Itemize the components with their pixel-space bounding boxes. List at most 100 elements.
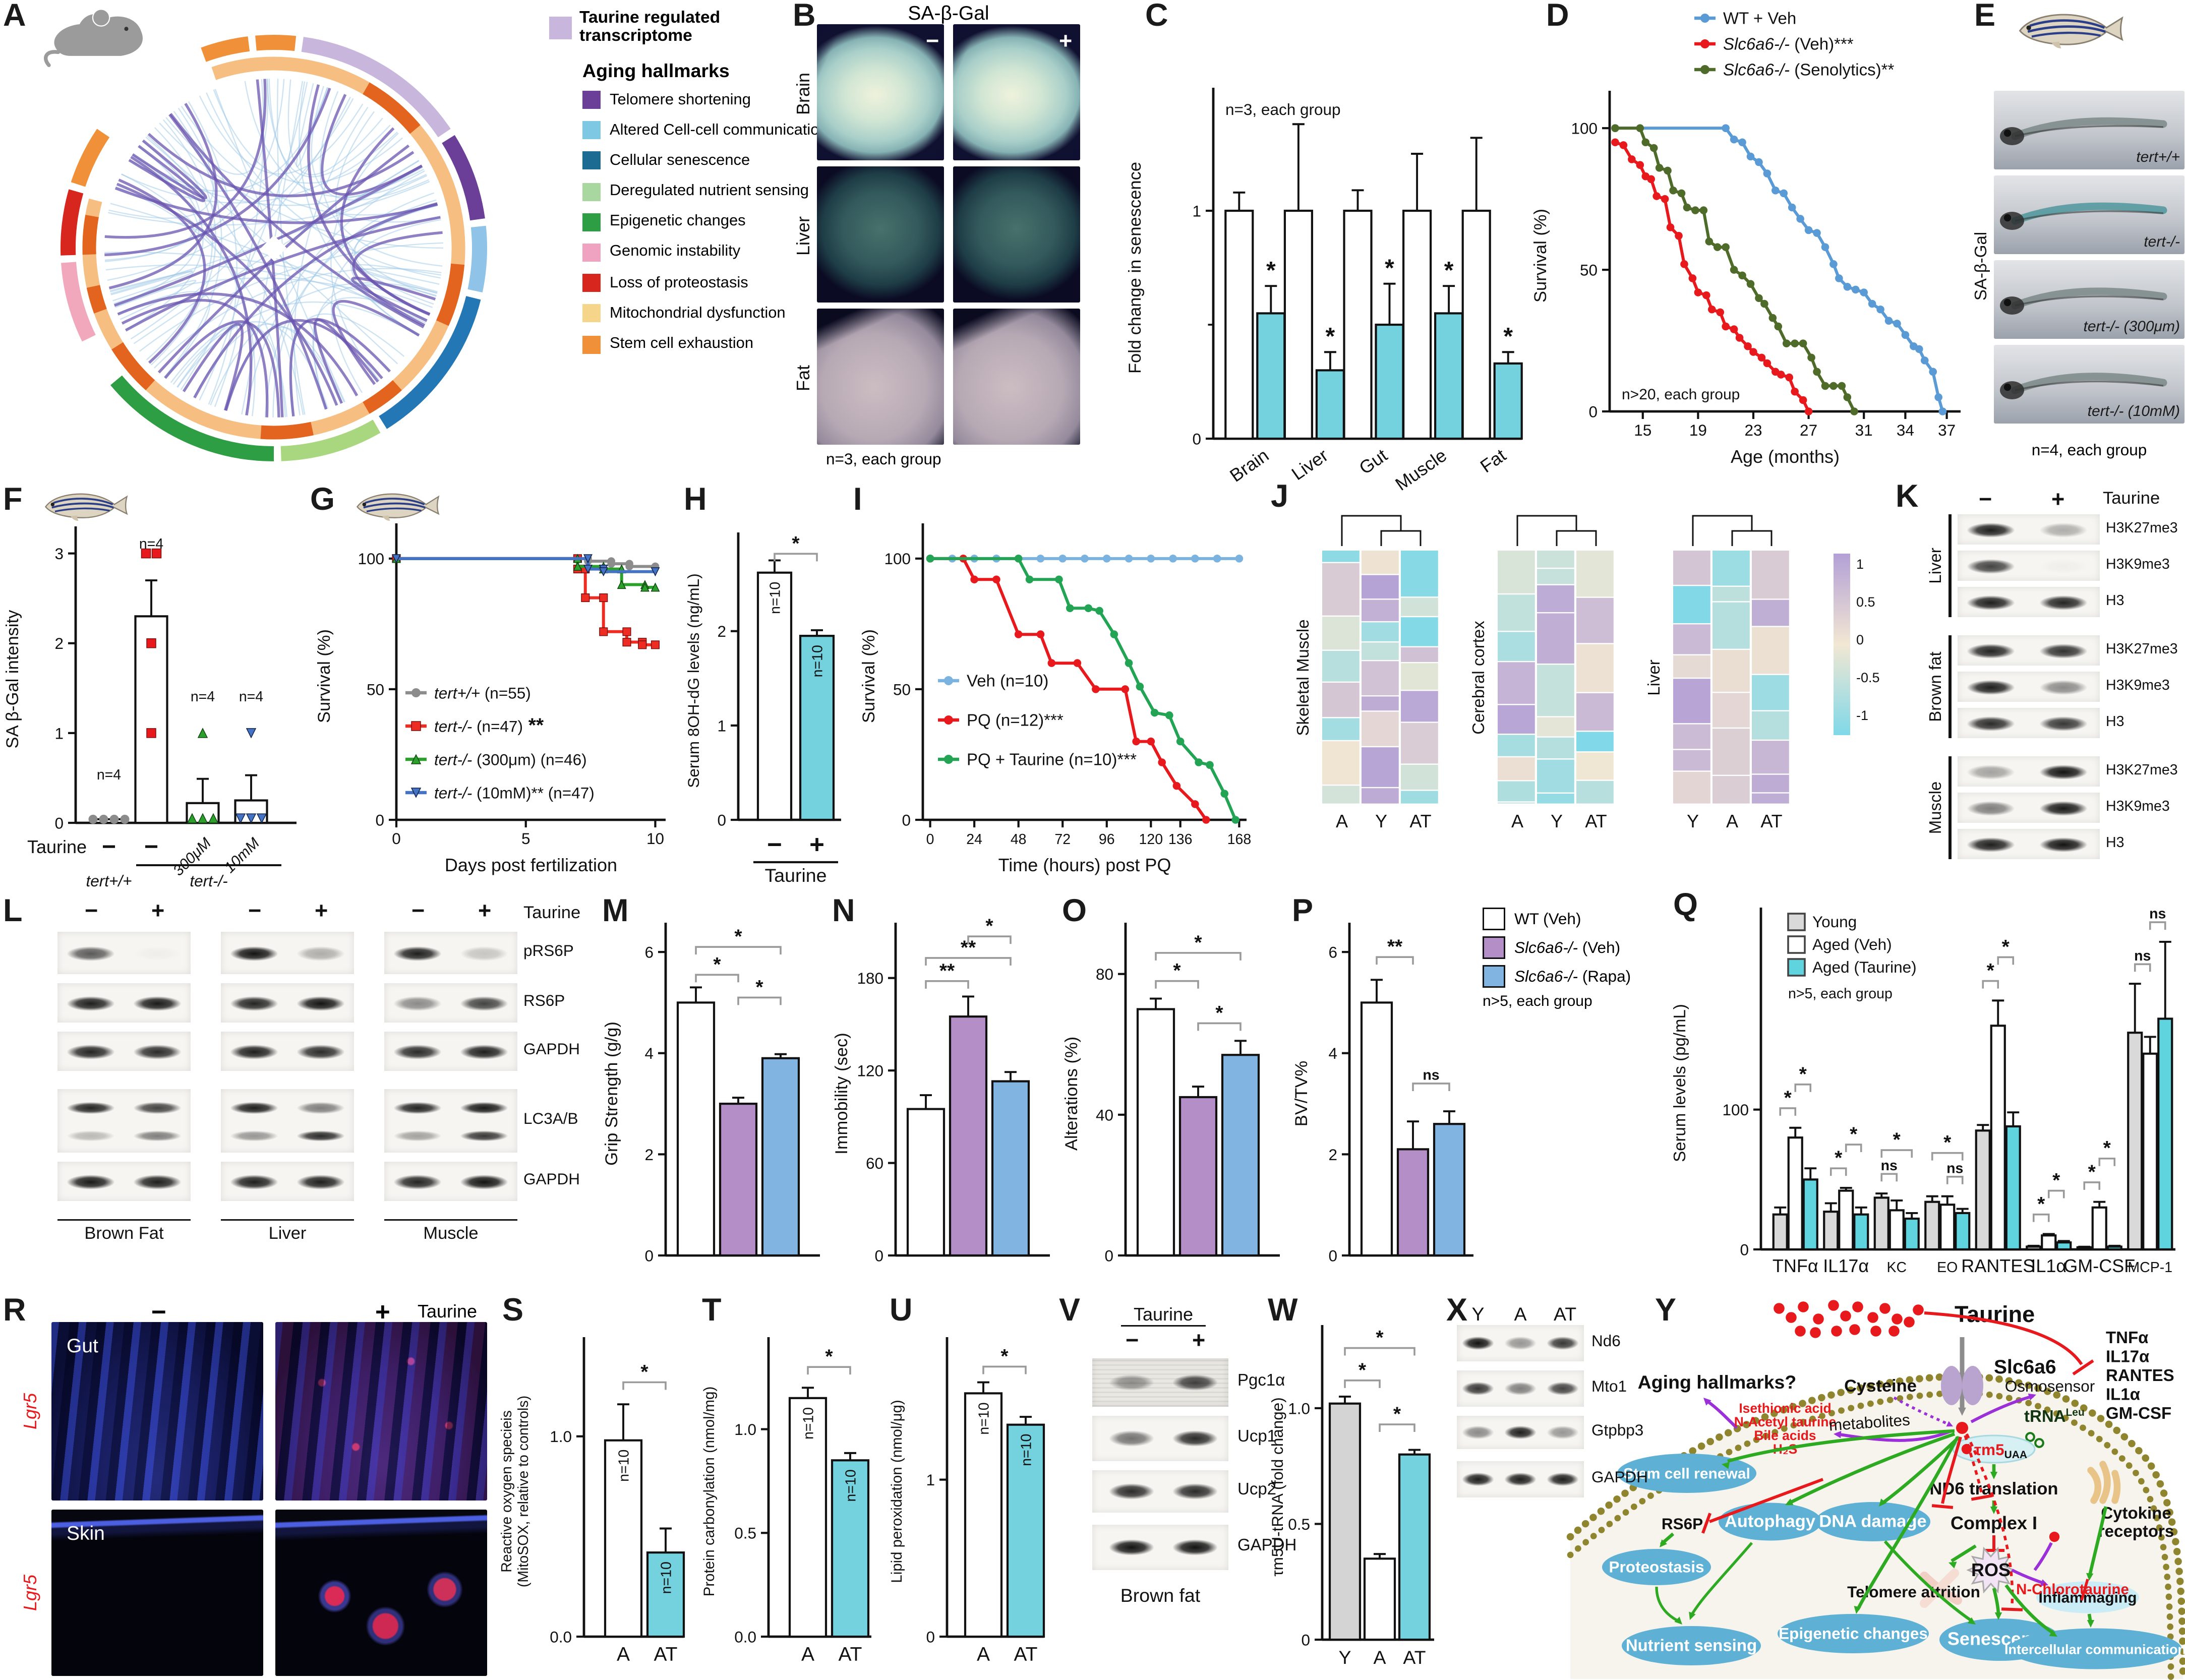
blot-l-row1 [57,983,191,1023]
hallmark-swatch [582,91,601,109]
protein-band [1502,1425,1539,1440]
plus-sign: + [375,1298,390,1327]
hallmark-item: Telomere shortening [582,91,821,109]
larva-drawing [2000,373,2167,399]
hallmark-label: Cellular senescence [610,152,750,169]
svg-text:tert+/+ (n=55): tert+/+ (n=55) [434,684,531,702]
panel-a-legend: Taurine regulated transcriptome Aging ha… [549,9,828,366]
svg-text:0: 0 [644,1246,654,1265]
svg-text:tert-/- (10mM)** (n=47): tert-/- (10mM)** (n=47) [434,784,595,802]
svg-text:GM-CSF: GM-CSF [2063,1255,2135,1276]
panel-n-label: N [832,894,855,929]
legend-label: WT (Veh) [1514,910,1581,928]
protein-band [1545,1425,1581,1440]
svg-text:*: * [825,1346,833,1368]
svg-text:tert-/- (n=47) **: tert-/- (n=47) ** [434,714,544,736]
panel-b-title: SA-β-Gal [908,2,989,24]
svg-text:Aging hallmarks?: Aging hallmarks? [1638,1371,1797,1393]
svg-text:72: 72 [1054,831,1071,848]
protein-band [457,1101,511,1115]
svg-text:Serum 8OH-dG levels (ng/mL): Serum 8OH-dG levels (ng/mL) [684,573,702,788]
lgr5-label: Lgr5 [20,1574,41,1611]
lane-label: AT [1554,1304,1577,1325]
svg-text:n=10: n=10 [767,582,784,614]
protein-band [227,1130,281,1143]
panel-k-label: K [1896,479,1919,514]
svg-text:80: 80 [1096,965,1113,983]
blot-Muscle-H3K27me3 [1958,756,2100,787]
taurine-header: Taurine [2103,490,2160,508]
blot-l-row2 [384,1032,517,1071]
svg-text:0: 0 [1301,1631,1310,1649]
protein-band [1502,1381,1539,1396]
protein-band [2036,521,2091,538]
svg-text:tert-/- (300μm) (n=46): tert-/- (300μm) (n=46) [434,750,587,768]
blot-row-label: H3K27me3 [2106,762,2178,779]
svg-text:Survival (%): Survival (%) [315,629,334,723]
blot-Liver-H3K27me3 [1958,514,2100,545]
svg-text:0: 0 [54,814,64,832]
sabgal-intensity-chart: 0 1 2 3 SA β-Gal intensity n=4 n=4 n=4 n=4 Taurin… [3,526,297,890]
svg-text:27: 27 [1800,421,1817,439]
protein-band [2036,835,2091,853]
svg-text:PQ (n=12)***: PQ (n=12)*** [967,710,1064,729]
blot-row-label: H3K9me3 [2106,678,2170,694]
blot-l-row2 [221,1032,354,1071]
panel-b-row-brain: Brain [793,72,814,115]
svg-text:n=10: n=10 [1019,1434,1035,1466]
protein-band [64,1043,118,1060]
panel-l-label: L [3,894,23,929]
taurine-header: Taurine [418,1301,478,1322]
svg-text:Alterations (%): Alterations (%) [1062,1037,1081,1151]
svg-text:168: 168 [1227,831,1252,848]
svg-text:*: * [734,926,742,948]
svg-text:*: * [1784,1087,1792,1109]
plus-sign: + [478,898,492,924]
svg-text:WT + Veh: WT + Veh [1723,9,1796,27]
protein-band [1460,1336,1496,1351]
svg-text:3: 3 [54,545,64,563]
protein-band [2036,642,2091,659]
svg-text:Cerebral cortex: Cerebral cortex [1469,621,1488,735]
svg-text:Fold change in senescence: Fold change in senescence [1126,162,1145,374]
protein-band [1106,1429,1157,1448]
protein-band [457,1043,511,1060]
hallmark-item: Mitochondrial dysfunction [582,304,821,323]
hallmark-label: Epigenetic changes [610,213,746,230]
taurine-header: Taurine [523,905,581,923]
svg-text:n=4: n=4 [239,689,263,705]
circos-plot [61,35,487,461]
svg-text:*: * [2103,1137,2111,1159]
svg-text:tert+/+: tert+/+ [86,872,132,890]
svg-text:*: * [1000,1346,1009,1367]
protein-band [130,994,185,1011]
svg-text:n>5, each group: n>5, each group [1788,986,1893,1002]
svg-text:0: 0 [926,831,934,848]
svg-text:Nutrient sensing: Nutrient sensing [1626,1636,1757,1655]
protein-band [390,1101,445,1115]
blot-row-label: H3 [2106,593,2124,610]
larva-image-tert-ko-10mm: tert-/- (10mM) [1994,345,2184,424]
svg-text:1.0: 1.0 [1288,1399,1310,1417]
svg-text:AT: AT [1585,811,1607,831]
blot-row-label: pRS6P [523,942,574,961]
hallmark-item: Altered Cell-cell communication [582,121,828,140]
legend-swatch [1483,908,1505,930]
ros-chart: 0.0 1.0 Reactive oxygen specieis (MitoSOX, … [499,1337,685,1665]
blot-l-row4 [384,1162,517,1201]
svg-text:1: 1 [926,1471,935,1489]
aging-hallmarks-list: Telomere shortening Altered Cell-cell com… [549,91,828,353]
gut-image-minus [51,1322,263,1501]
blot-v-Pgc1α [1092,1358,1228,1407]
protein-band [130,1130,185,1143]
plus-sign: + [1192,1328,1206,1354]
blot-row-label: H3K27me3 [2106,520,2178,537]
svg-text:*: * [1393,1404,1401,1425]
blot-x-GAPDH [1457,1461,1584,1497]
panel-c-label: C [1145,0,1168,33]
serum-cytokines-chart: 0 100 Serum levels (pg/mL) * * TNFα * * IL17α ns *… [1670,906,2175,1276]
hallmark-label: Altered Cell-cell communication [610,122,828,139]
panel-r-label: R [3,1293,26,1328]
hallmark-label: Loss of proteostasis [610,274,748,291]
svg-text:Slc6a6: Slc6a6 [1994,1356,2056,1378]
